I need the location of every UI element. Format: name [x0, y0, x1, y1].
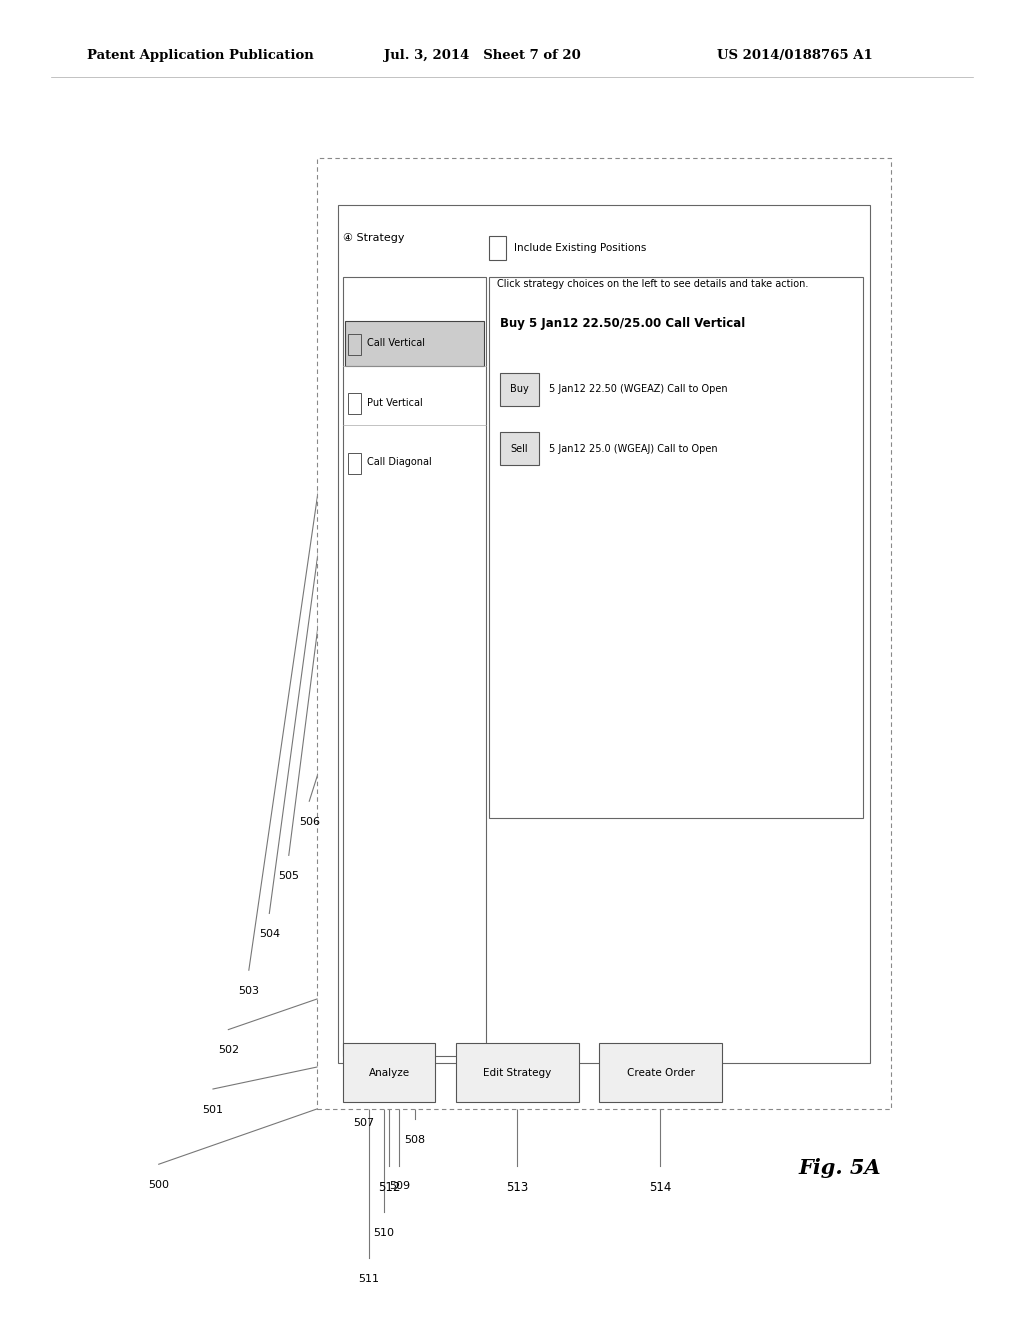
Text: 506: 506	[299, 817, 319, 828]
Text: Edit Strategy: Edit Strategy	[483, 1068, 551, 1077]
Text: Analyze: Analyze	[369, 1068, 410, 1077]
Text: Jul. 3, 2014   Sheet 7 of 20: Jul. 3, 2014 Sheet 7 of 20	[384, 49, 581, 62]
Text: Patent Application Publication: Patent Application Publication	[87, 49, 313, 62]
Text: Click strategy choices on the left to see details and take action.: Click strategy choices on the left to se…	[497, 279, 808, 289]
Bar	[317, 158, 891, 1109]
Text: 500: 500	[148, 1180, 169, 1191]
Bar	[338, 205, 870, 1063]
Text: Include Existing Positions: Include Existing Positions	[514, 243, 646, 253]
Bar	[456, 1043, 579, 1102]
Text: 5 Jan12 22.50 (WGEAZ) Call to Open: 5 Jan12 22.50 (WGEAZ) Call to Open	[549, 384, 727, 395]
Text: Sell: Sell	[510, 444, 528, 454]
Text: Call Diagonal: Call Diagonal	[367, 457, 431, 467]
Text: 510: 510	[374, 1228, 394, 1238]
Text: 511: 511	[358, 1274, 379, 1284]
Text: 508: 508	[404, 1135, 425, 1146]
Text: US 2014/0188765 A1: US 2014/0188765 A1	[717, 49, 872, 62]
Text: 502: 502	[218, 1045, 239, 1056]
Bar	[489, 277, 863, 818]
Text: ④ Strategy: ④ Strategy	[343, 232, 404, 243]
Bar	[348, 393, 361, 414]
Text: 512: 512	[378, 1181, 400, 1195]
Text: Put Vertical: Put Vertical	[367, 397, 422, 408]
Bar	[348, 453, 361, 474]
Text: Buy: Buy	[510, 384, 528, 395]
Bar	[489, 236, 506, 260]
Bar	[343, 1043, 435, 1102]
Bar	[345, 321, 484, 366]
Text: Create Order: Create Order	[627, 1068, 694, 1077]
Bar	[599, 1043, 722, 1102]
Text: 503: 503	[239, 986, 259, 997]
Text: Buy 5 Jan12 22.50/25.00 Call Vertical: Buy 5 Jan12 22.50/25.00 Call Vertical	[500, 317, 745, 330]
Text: 513: 513	[506, 1181, 528, 1195]
Text: 5 Jan12 25.0 (WGEAJ) Call to Open: 5 Jan12 25.0 (WGEAJ) Call to Open	[549, 444, 718, 454]
Bar	[500, 372, 539, 405]
Text: Call Vertical: Call Vertical	[367, 338, 425, 348]
Bar	[348, 334, 361, 355]
Text: 501: 501	[203, 1105, 223, 1115]
Text: 509: 509	[389, 1181, 410, 1192]
Bar	[500, 433, 539, 465]
Text: 505: 505	[279, 871, 299, 882]
Text: 507: 507	[353, 1118, 374, 1129]
Text: 514: 514	[649, 1181, 672, 1195]
Bar	[343, 277, 486, 1056]
Text: Fig. 5A: Fig. 5A	[799, 1158, 881, 1179]
Text: 504: 504	[259, 929, 280, 940]
